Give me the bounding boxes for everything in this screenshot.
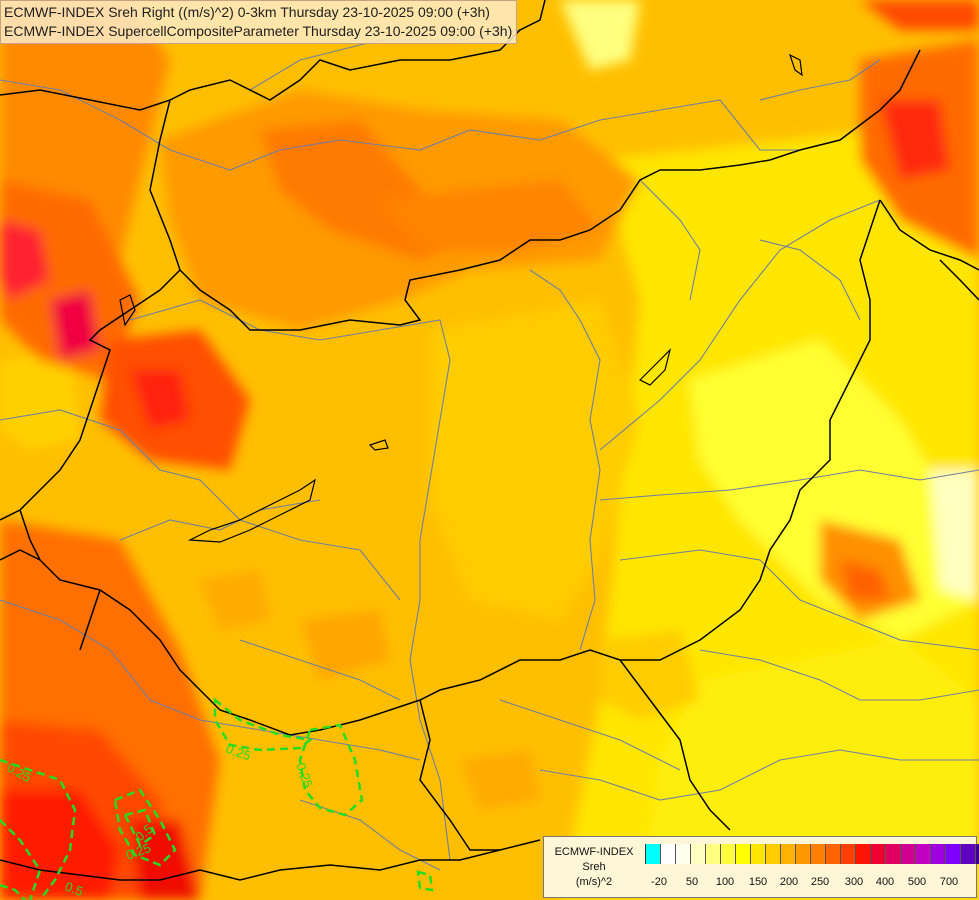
legend-tick-label: 250 <box>810 876 830 888</box>
legend-swatches <box>645 844 979 864</box>
legend-swatch <box>751 844 766 864</box>
legend-swatch <box>946 844 961 864</box>
legend-swatch <box>976 844 979 864</box>
legend-swatch <box>886 844 901 864</box>
legend-swatch <box>691 844 706 864</box>
legend-swatch <box>841 844 856 864</box>
legend-ticks: -20 50 100 150 200 250 300 400 500 700 <box>640 876 970 890</box>
legend-swatch <box>856 844 871 864</box>
scp-contours <box>0 697 434 900</box>
legend-field: Sreh <box>582 861 606 873</box>
legend-name: ECMWF-INDEX Sreh (m/s)^2 <box>548 845 640 890</box>
legend-swatch <box>646 844 661 864</box>
legend-swatch <box>781 844 796 864</box>
legend-tick-label: 150 <box>748 876 768 888</box>
map-title-line2: ECMWF-INDEX SupercellCompositeParameter … <box>4 23 513 39</box>
legend-swatch <box>721 844 736 864</box>
legend-swatch <box>901 844 916 864</box>
legend-model: ECMWF-INDEX <box>554 846 634 858</box>
legend-tick-label: -20 <box>651 876 667 888</box>
legend-swatch <box>931 844 946 864</box>
legend-swatch <box>706 844 721 864</box>
legend-swatch <box>766 844 781 864</box>
legend-swatch <box>736 844 751 864</box>
legend-tick-label: 700 <box>939 876 959 888</box>
map-title-box: ECMWF-INDEX Sreh Right ((m/s)^2) 0-3km T… <box>0 0 518 44</box>
legend-swatch <box>961 844 976 864</box>
legend-tick-label: 100 <box>715 876 735 888</box>
legend-tick-label: 50 <box>685 876 699 888</box>
lakes <box>119 53 803 543</box>
legend-tick-label: 500 <box>907 876 927 888</box>
color-legend: ECMWF-INDEX Sreh (m/s)^2 -20 50 100 150 200 2… <box>543 836 979 898</box>
legend-swatch <box>661 844 676 864</box>
legend-tick-label: 400 <box>875 876 895 888</box>
legend-swatch <box>676 844 691 864</box>
legend-swatch <box>871 844 886 864</box>
legend-swatch <box>826 844 841 864</box>
contour-label: 0.5 <box>63 879 85 899</box>
legend-swatch <box>796 844 811 864</box>
legend-swatch <box>811 844 826 864</box>
legend-tick-label: 300 <box>844 876 864 888</box>
map-title-line1: ECMWF-INDEX Sreh Right ((m/s)^2) 0-3km T… <box>4 4 490 20</box>
legend-tick-label: 200 <box>779 876 799 888</box>
legend-unit: (m/s)^2 <box>575 876 613 888</box>
legend-swatch <box>916 844 931 864</box>
